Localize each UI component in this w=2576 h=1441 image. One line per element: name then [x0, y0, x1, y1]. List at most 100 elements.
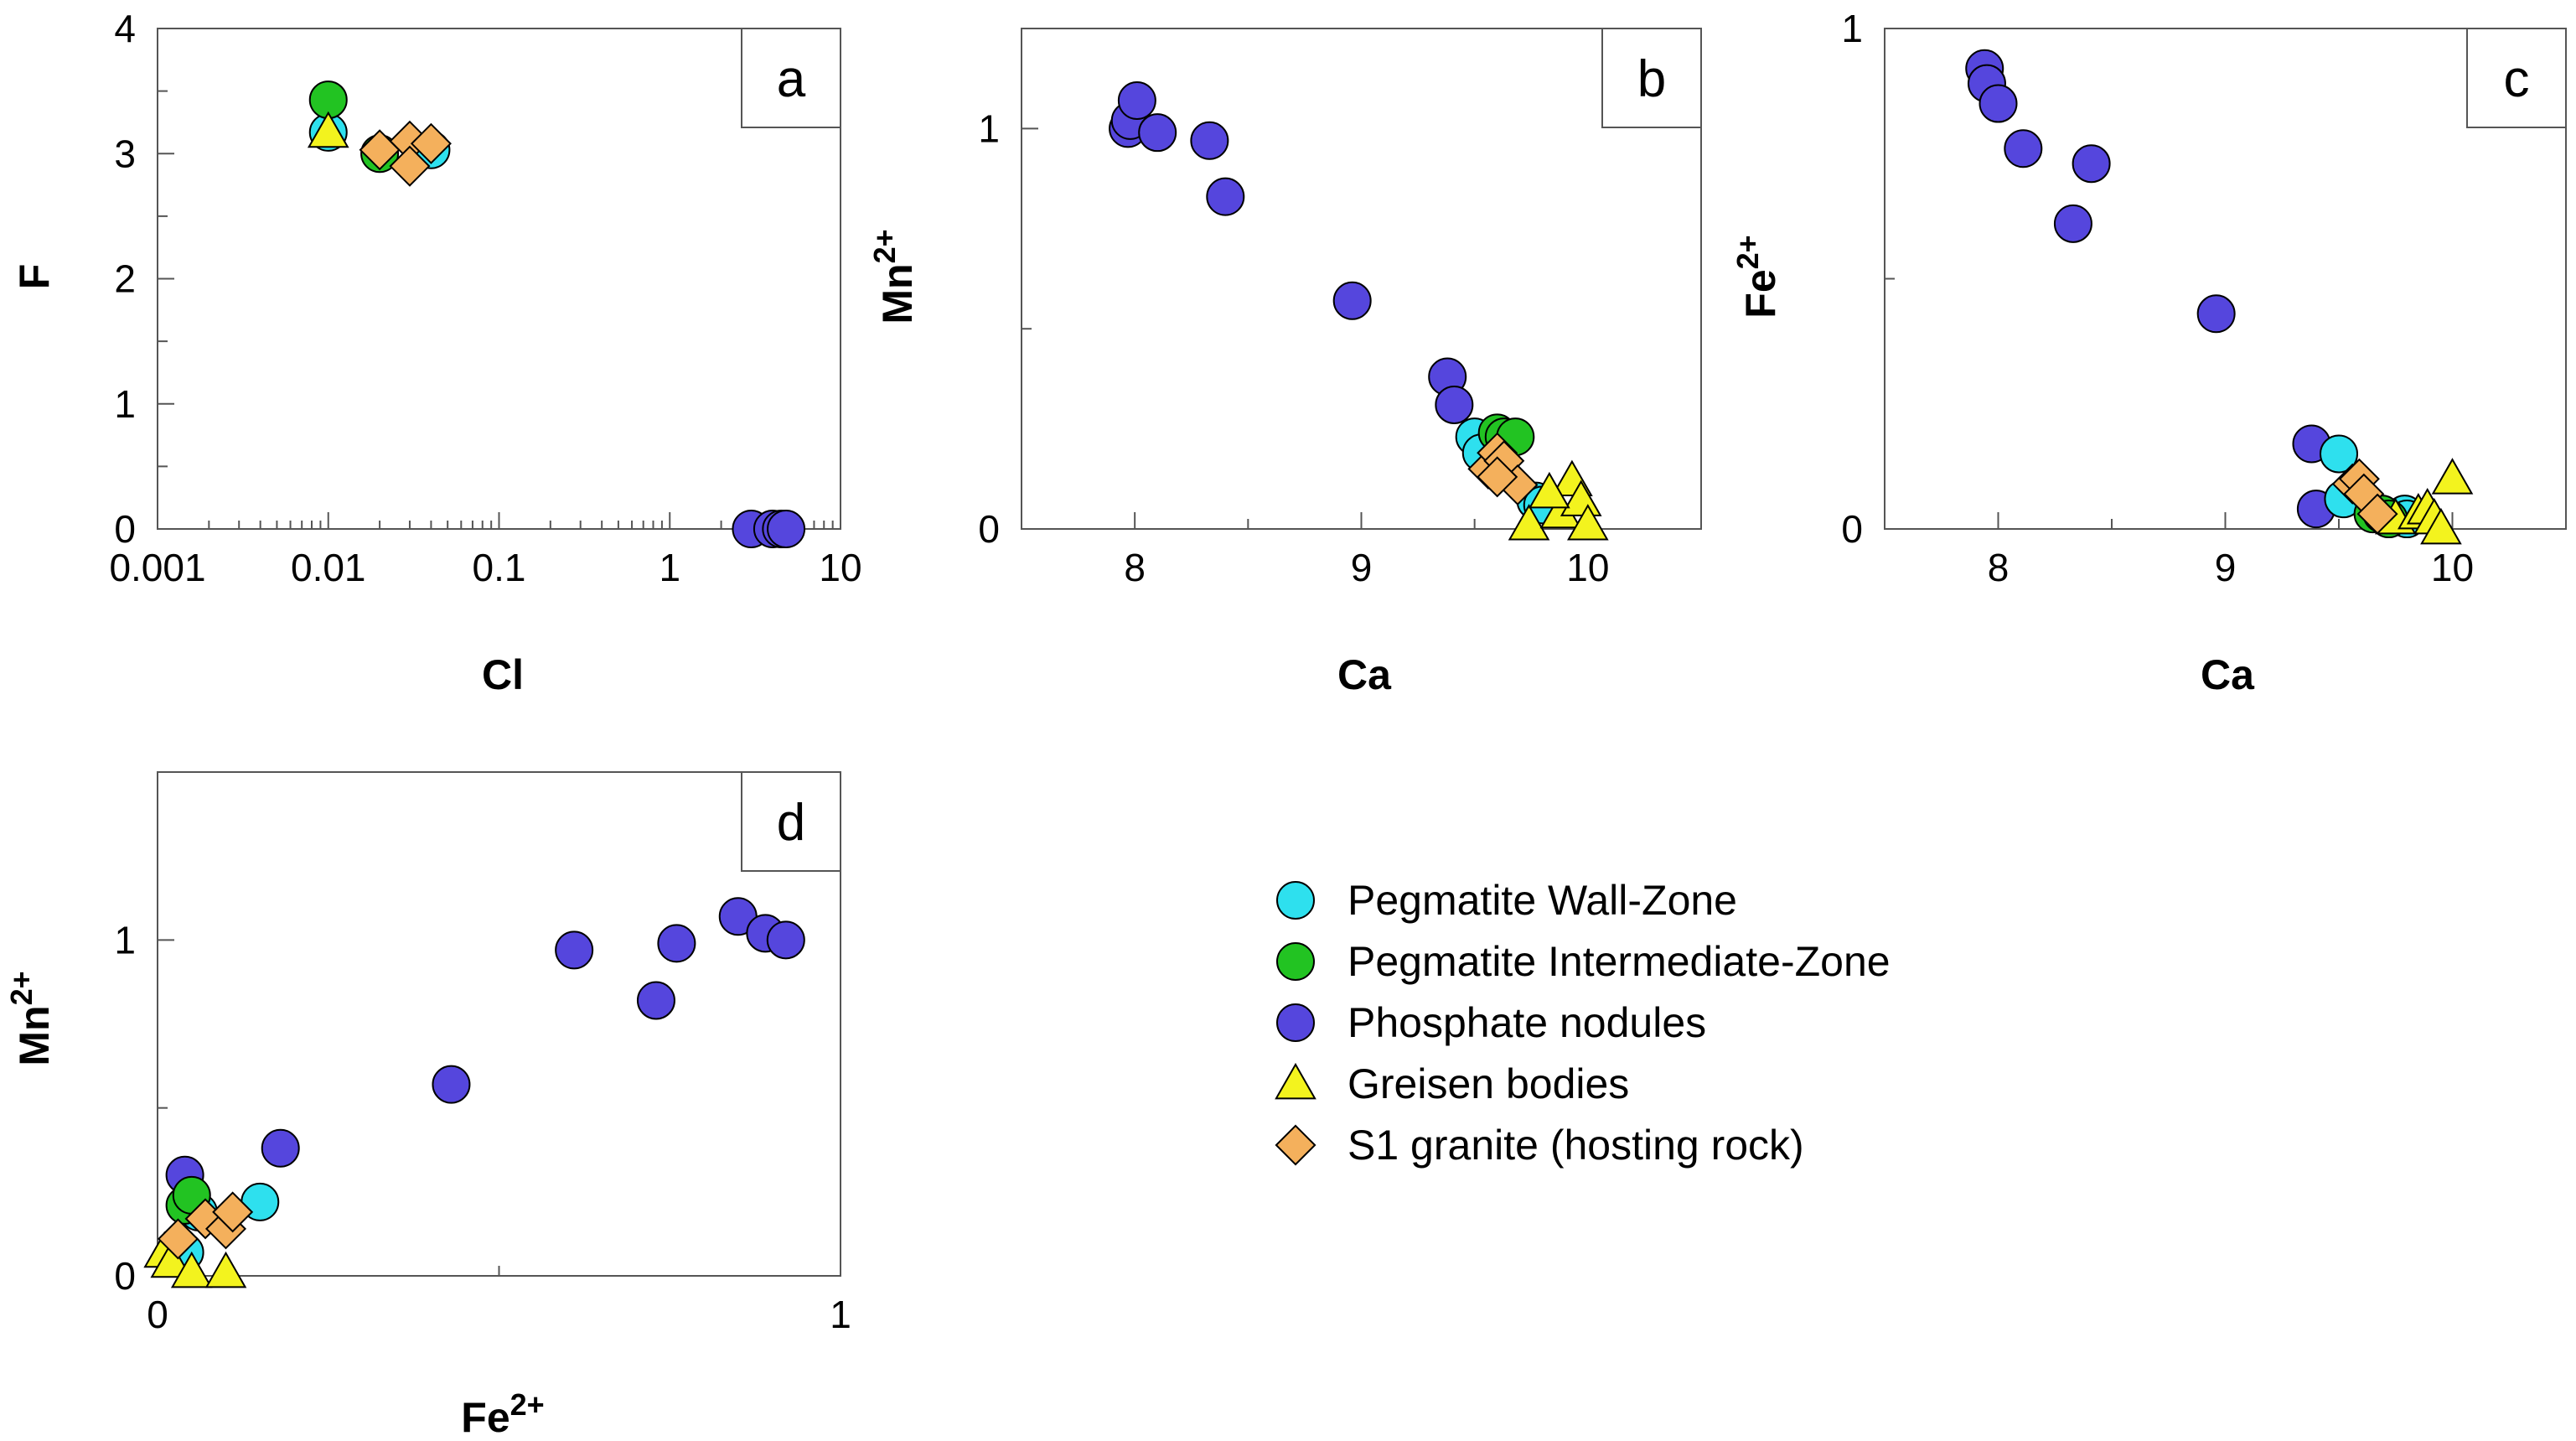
y-tick-label: 0 [114, 1254, 136, 1298]
panel-label-box [2466, 28, 2567, 128]
legend-label: Pegmatite Intermediate-Zone [1347, 938, 1891, 985]
data-point-nodules [766, 920, 805, 960]
data-point-nodules [1979, 84, 2018, 123]
series-greisen [2374, 458, 2474, 545]
panel-label-box [741, 28, 841, 128]
y-tick-label: 0 [978, 507, 1000, 551]
data-point-greisen [1560, 479, 1602, 516]
y-axis-title: Mn2+ [867, 229, 922, 324]
legend-item-greisen: Greisen bodies [1275, 1060, 1629, 1107]
data-point-nodules [1435, 385, 1474, 424]
y-axis-title: Mn2+ [4, 971, 59, 1065]
data-point-greisen [170, 1251, 213, 1288]
legend-item-intermediate: Pegmatite Intermediate-Zone [1276, 938, 1891, 985]
panel-label: b [1637, 50, 1666, 108]
data-point-greisen [1567, 504, 1609, 541]
data-point-nodules [261, 1128, 300, 1168]
data-point-granite [389, 145, 431, 187]
series-granite [157, 1191, 254, 1260]
x-tick-label: 9 [2215, 546, 2237, 589]
x-tick-label: 9 [1351, 546, 1373, 589]
series-nodules [1965, 49, 2335, 529]
data-point-granite [212, 1191, 254, 1233]
data-point-nodules [2053, 204, 2092, 243]
x-axis-title: Ca [2201, 651, 2255, 698]
x-axis-title: Cl [482, 651, 524, 698]
data-point-granite [2356, 493, 2398, 535]
data-point-nodules [1117, 80, 1156, 120]
panel-c: 8 9 10 0 1 c Ca Fe2+ [1730, 7, 2567, 698]
series-granite [1467, 432, 1539, 505]
data-point-nodules [555, 930, 594, 970]
y-tick-label: 3 [114, 132, 136, 175]
y-tick-label: 1 [1841, 7, 1863, 50]
series-granite [359, 120, 452, 187]
series-nodules [165, 897, 805, 1195]
y-tick-label: 1 [114, 918, 136, 962]
data-point-nodules [1206, 177, 1245, 216]
x-tick-label: 10 [819, 546, 861, 589]
data-point-granite [410, 122, 452, 164]
panel-a: 0.001 0.01 0.1 1 10 0 1 2 3 4 a Cl F [11, 7, 862, 698]
legend-marker-wall [1276, 881, 1315, 920]
data-point-greisen [204, 1251, 247, 1288]
y-tick-label: 1 [978, 106, 1000, 150]
series-greisen [307, 111, 349, 148]
data-point-greisen [2420, 507, 2462, 545]
data-point-greisen [2431, 458, 2474, 495]
data-point-wall [2320, 434, 2358, 474]
panel-label-box [741, 771, 841, 872]
data-point-nodules [636, 981, 675, 1020]
x-axis-title: Fe2+ [461, 1387, 544, 1441]
data-point-nodules [767, 510, 806, 548]
legend-marker-nodules [1276, 1003, 1315, 1042]
series-granite [2331, 458, 2398, 535]
x-tick-label: 10 [2431, 546, 2474, 589]
legend-label: Phosphate nodules [1347, 999, 1706, 1046]
panel-label-box [1601, 28, 1702, 128]
legend-label: S1 granite (hosting rock) [1347, 1122, 1804, 1169]
y-tick-label: 0 [1841, 507, 1863, 551]
data-point-nodules [2004, 129, 2043, 168]
panel-label: a [777, 50, 806, 108]
data-point-nodules [432, 1065, 471, 1104]
panel-label: d [777, 794, 805, 852]
x-tick-label: 0.001 [109, 546, 205, 589]
data-point-nodules [1332, 281, 1372, 320]
data-point-granite [157, 1218, 199, 1260]
series-greisen [1508, 459, 1609, 541]
legend-item-wall: Pegmatite Wall-Zone [1276, 877, 1737, 924]
y-tick-label: 4 [114, 7, 136, 50]
legend-item-granite: S1 granite (hosting rock) [1275, 1122, 1804, 1169]
legend: Pegmatite Wall-Zone Pegmatite Intermediat… [1275, 877, 1891, 1169]
legend-label: Pegmatite Wall-Zone [1347, 877, 1737, 924]
data-point-nodules [2196, 294, 2236, 334]
y-tick-label: 0 [114, 507, 136, 551]
x-tick-label: 10 [1566, 546, 1609, 589]
data-point-nodules [657, 924, 696, 963]
legend-marker-greisen [1275, 1062, 1316, 1100]
panel-d: 0 1 0 1 d Fe2+ Mn2+ [4, 771, 851, 1441]
x-tick-label: 0.1 [473, 546, 526, 589]
x-axis-title: Ca [1337, 651, 1392, 698]
y-tick-label: 1 [114, 382, 136, 426]
legend-marker-granite [1275, 1124, 1316, 1166]
data-point-nodules [1190, 121, 1229, 160]
data-point-nodules [2072, 144, 2111, 184]
legend-marker-intermediate [1276, 942, 1315, 981]
data-point-granite [1477, 456, 1518, 498]
series-nodules [732, 510, 806, 548]
data-point-greisen [307, 111, 349, 148]
x-tick-label: 0 [147, 1293, 168, 1336]
data-point-greisen [1508, 504, 1550, 541]
data-point-greisen [150, 1241, 193, 1278]
x-tick-label: 0.01 [291, 546, 366, 589]
plot-frame [157, 28, 841, 530]
legend-item-nodules: Phosphate nodules [1276, 999, 1706, 1046]
y-axis-title: Fe2+ [1730, 235, 1785, 318]
y-tick-label: 2 [114, 257, 136, 301]
series-nodules [1109, 80, 1474, 424]
data-point-nodules [1138, 113, 1177, 153]
legend-label: Greisen bodies [1347, 1060, 1629, 1107]
